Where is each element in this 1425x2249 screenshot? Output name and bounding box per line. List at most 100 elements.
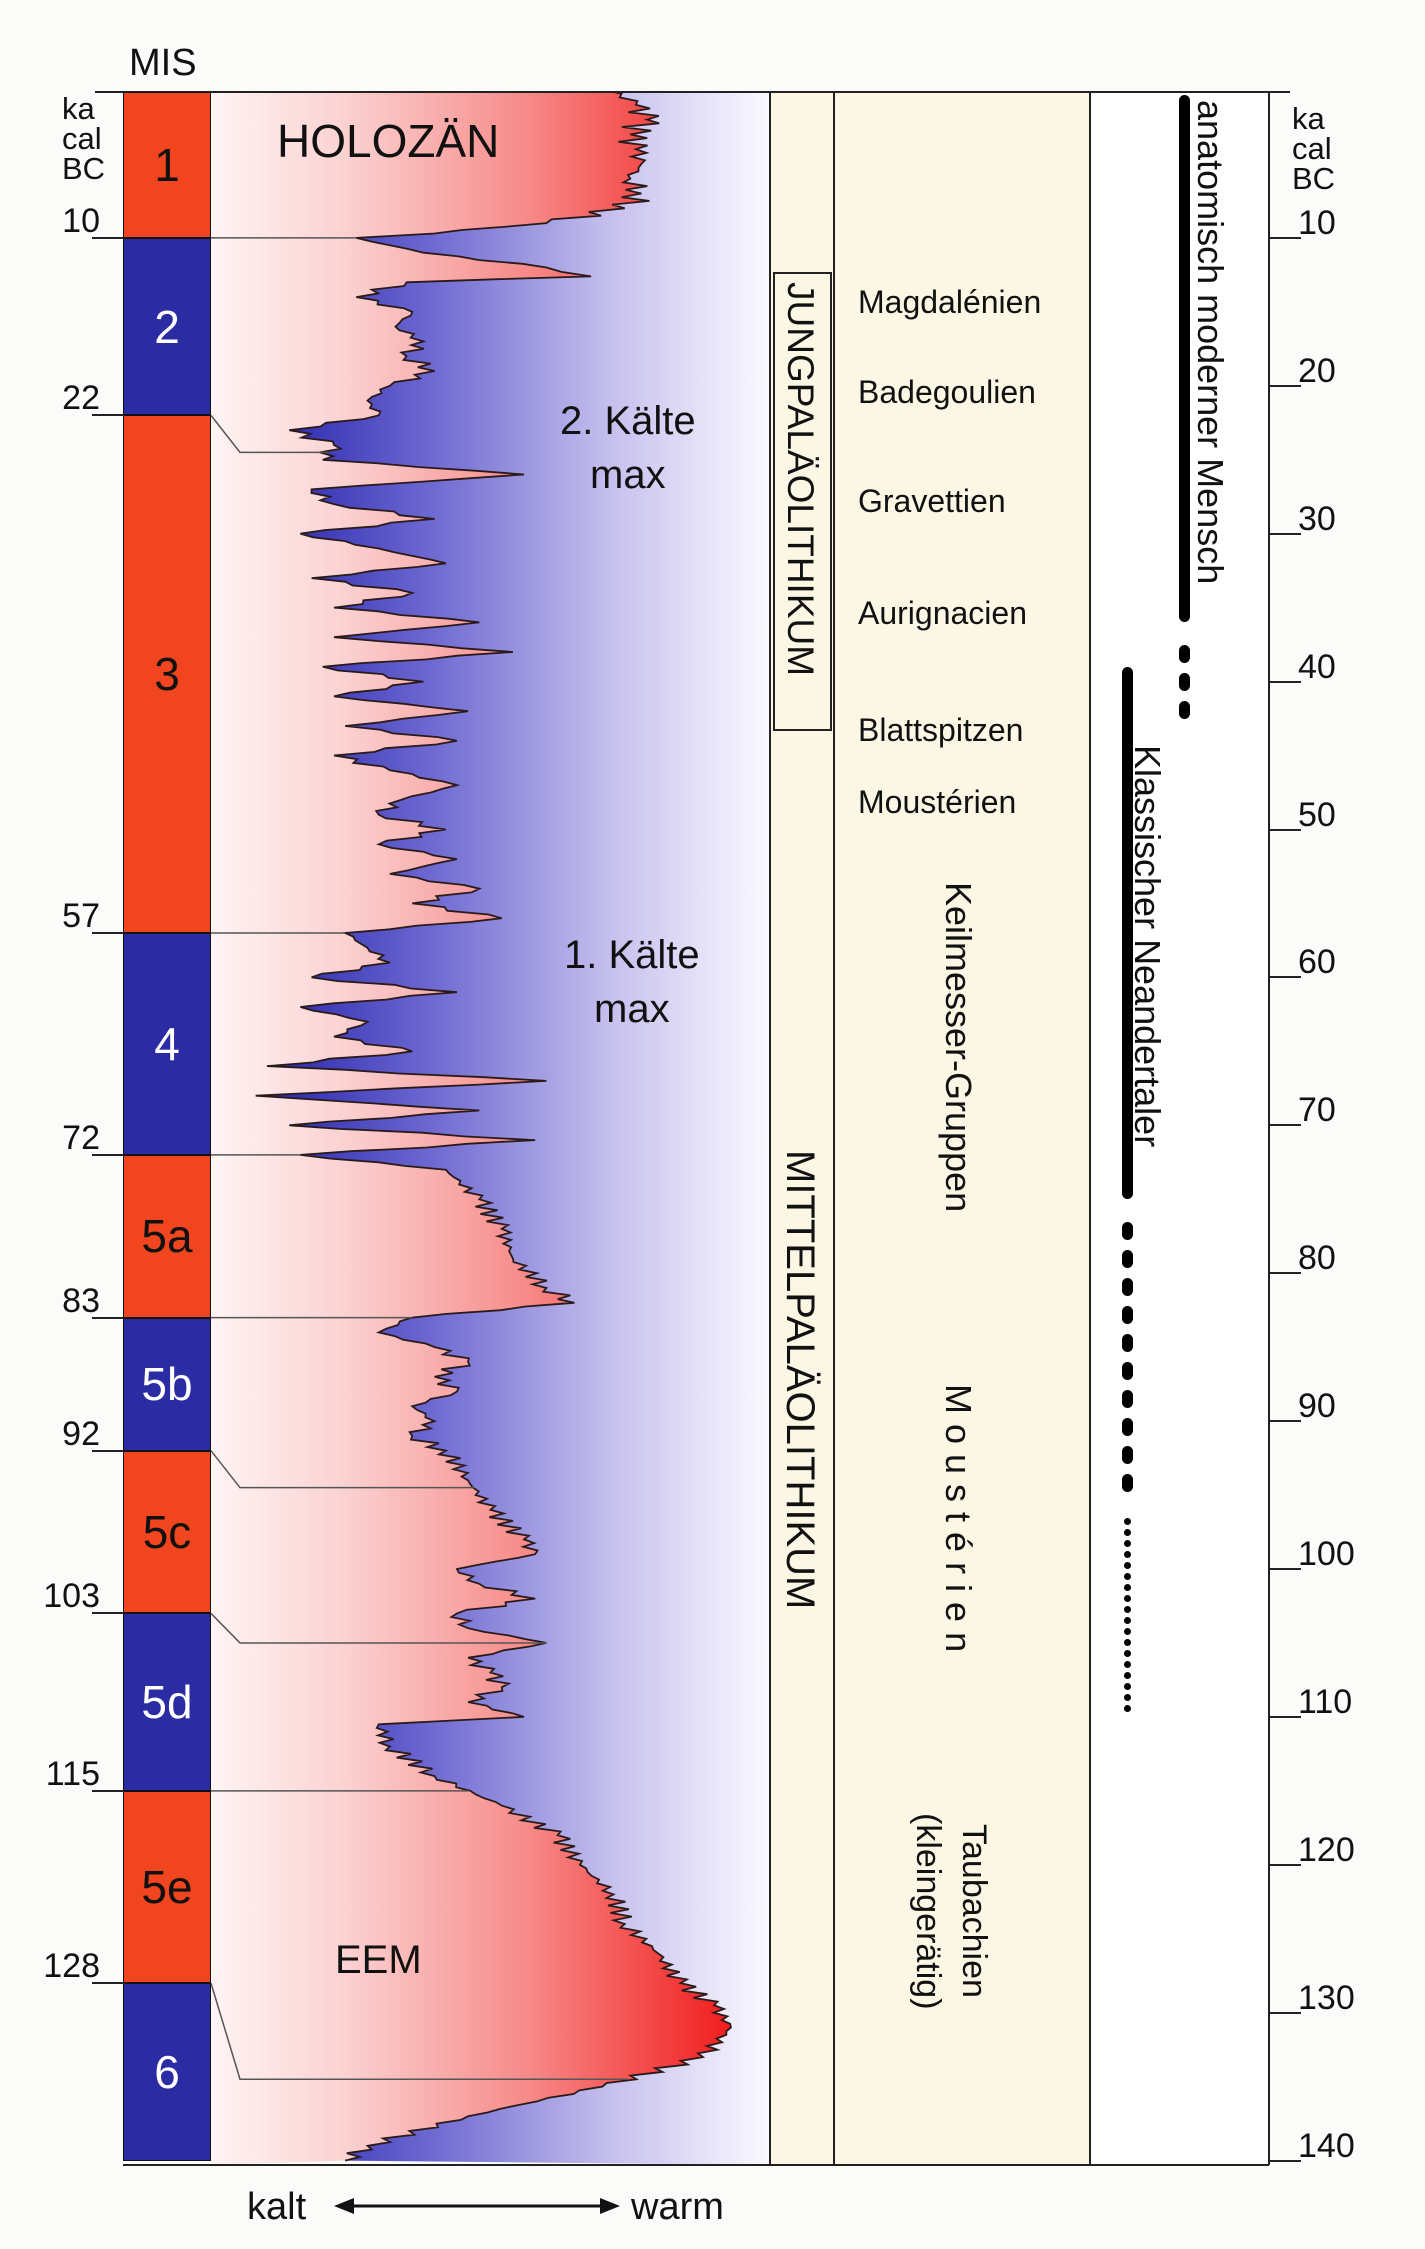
- neandertaler-uncertain-dash: [1122, 1222, 1133, 1241]
- right-age-label: 110: [1298, 1682, 1353, 1721]
- modern-human-uncertain-dash: [1179, 645, 1190, 664]
- modern-human-uncertain-dash: [1179, 673, 1190, 692]
- modern-human-uncertain-dash: [1179, 701, 1190, 720]
- right-tick: [1269, 1715, 1301, 1718]
- mis-stage-label: 1: [154, 138, 180, 191]
- neandertaler-uncertain-dash: [1122, 1306, 1133, 1325]
- left-age-label: 72: [62, 1118, 100, 1157]
- unit-cal: cal: [1292, 131, 1332, 166]
- unit-bc: BC: [1292, 161, 1336, 196]
- right-age-label: 100: [1298, 1535, 1355, 1573]
- mis-stage-6: 6: [123, 1983, 211, 2161]
- mis-header: MIS: [129, 42, 197, 84]
- neandertaler-uncertain-dash: [1122, 1418, 1133, 1437]
- right-tick: [1269, 1420, 1301, 1423]
- right-age-label: 40: [1298, 647, 1336, 686]
- climate-curve-chart: [211, 92, 770, 2165]
- left-age-label: 103: [43, 1577, 100, 1616]
- modern-human-range-bar: [1179, 95, 1190, 623]
- modern-human-label: anatomisch moderner Mensch: [1190, 100, 1231, 585]
- left-age-label: 115: [45, 1754, 100, 1793]
- neandertaler-range-bar: [1122, 666, 1133, 1200]
- left-tick: [92, 1153, 124, 1156]
- neandertaler-uncertain-dot: [1124, 1671, 1131, 1679]
- mis-stage-5a: 5a: [123, 1154, 211, 1318]
- culture-mousterien: M o u s t é r i e n: [938, 1384, 979, 1653]
- culture-mousterien-top: Moustérien: [858, 784, 1017, 820]
- neandertaler-uncertain-dot: [1124, 1660, 1131, 1668]
- right-tick: [1269, 1863, 1301, 1866]
- mis-stage-label: 5b: [141, 1358, 193, 1411]
- right-tick: [1269, 532, 1301, 535]
- divider-culture-human: [1089, 92, 1091, 2165]
- left-age-label: 83: [62, 1281, 100, 1320]
- right-tick: [1269, 1568, 1301, 1570]
- bottom-frame-line: [123, 2164, 1269, 2166]
- kaelte-max-1-label: 1. Kälte max: [564, 928, 700, 1036]
- right-age-label: 90: [1298, 1387, 1336, 1426]
- neandertaler-label: Klassischer Neandertaler: [1127, 745, 1168, 1148]
- left-age-label: 92: [62, 1414, 100, 1453]
- left-tick: [92, 1612, 124, 1615]
- mis-stage-2: 2: [123, 237, 211, 416]
- culture-taubachien: Taubachien (kleingerätig): [905, 1813, 997, 2010]
- mis-stage-3: 3: [123, 415, 211, 934]
- kaelte-2-line2: max: [590, 453, 666, 497]
- period-column: [770, 92, 834, 2165]
- right-age-label: 70: [1298, 1091, 1336, 1130]
- stage-connector-line: [211, 1450, 474, 1489]
- kaelte-max-2-label: 2. Kälte max: [560, 394, 696, 502]
- neandertaler-uncertain-dash: [1122, 1334, 1133, 1353]
- culture-gravettien: Gravettien: [858, 483, 1006, 519]
- mis-stage-label: 5e: [141, 1860, 193, 1913]
- left-tick: [92, 1789, 124, 1792]
- eem-label: EEM: [335, 1938, 422, 1982]
- neandertaler-uncertain-dot: [1124, 1627, 1131, 1635]
- left-tick: [92, 1982, 124, 1985]
- neandertaler-uncertain-dot: [1124, 1693, 1131, 1701]
- right-tick: [1269, 2159, 1301, 2162]
- warm-label: warm: [631, 2186, 724, 2228]
- warm-area: [211, 92, 731, 2165]
- neandertaler-uncertain-dot: [1124, 1550, 1131, 1558]
- left-age-label: 128: [43, 1947, 100, 1986]
- right-tick: [1269, 680, 1301, 683]
- neandertaler-uncertain-dot: [1124, 1682, 1131, 1690]
- neandertaler-uncertain-dash: [1122, 1250, 1133, 1269]
- cold-label: kalt: [247, 2186, 307, 2228]
- top-frame-line: [95, 91, 1290, 93]
- culture-badegoulien: Badegoulien: [858, 374, 1036, 410]
- right-frame-line: [1268, 92, 1270, 2165]
- right-age-label: 80: [1298, 1239, 1336, 1278]
- right-tick: [1269, 2011, 1301, 2014]
- mis-stage-label: 5d: [141, 1676, 193, 1729]
- neandertaler-uncertain-dash: [1122, 1390, 1133, 1409]
- neandertaler-uncertain-dot: [1124, 1605, 1131, 1613]
- taubachien-line1: Taubachien: [955, 1824, 993, 1999]
- mis-stage-5e: 5e: [123, 1790, 211, 1984]
- neandertaler-uncertain-dash: [1122, 1474, 1133, 1493]
- neandertaler-uncertain-dot: [1124, 1616, 1131, 1624]
- mis-stage-1: 1: [123, 92, 211, 238]
- right-age-label: 50: [1298, 795, 1336, 834]
- unit-ka: ka: [1292, 101, 1325, 136]
- left-tick: [92, 1449, 124, 1452]
- neandertaler-uncertain-dot: [1124, 1704, 1131, 1712]
- kaelte-1-line2: max: [594, 987, 670, 1031]
- mis-stage-5c: 5c: [123, 1450, 211, 1614]
- left-age-label: 10: [62, 201, 100, 240]
- right-age-label: 60: [1298, 943, 1336, 982]
- culture-column: [834, 92, 1090, 2165]
- neandertaler-uncertain-dot: [1124, 1572, 1131, 1580]
- neandertaler-uncertain-dot: [1124, 1594, 1131, 1602]
- right-age-label: 20: [1298, 351, 1336, 390]
- unit-bc: BC: [62, 151, 106, 186]
- right-unit-label: ka cal BC: [1292, 101, 1336, 196]
- neandertaler-uncertain-dash: [1122, 1278, 1133, 1297]
- mis-stage-label: 5c: [142, 1506, 192, 1559]
- double-arrow-icon: [334, 2198, 620, 2214]
- mis-stage-label: 5a: [141, 1210, 193, 1263]
- mis-stage-4: 4: [123, 933, 211, 1155]
- right-age-label: 30: [1298, 499, 1336, 538]
- neandertaler-uncertain-dot: [1124, 1638, 1131, 1646]
